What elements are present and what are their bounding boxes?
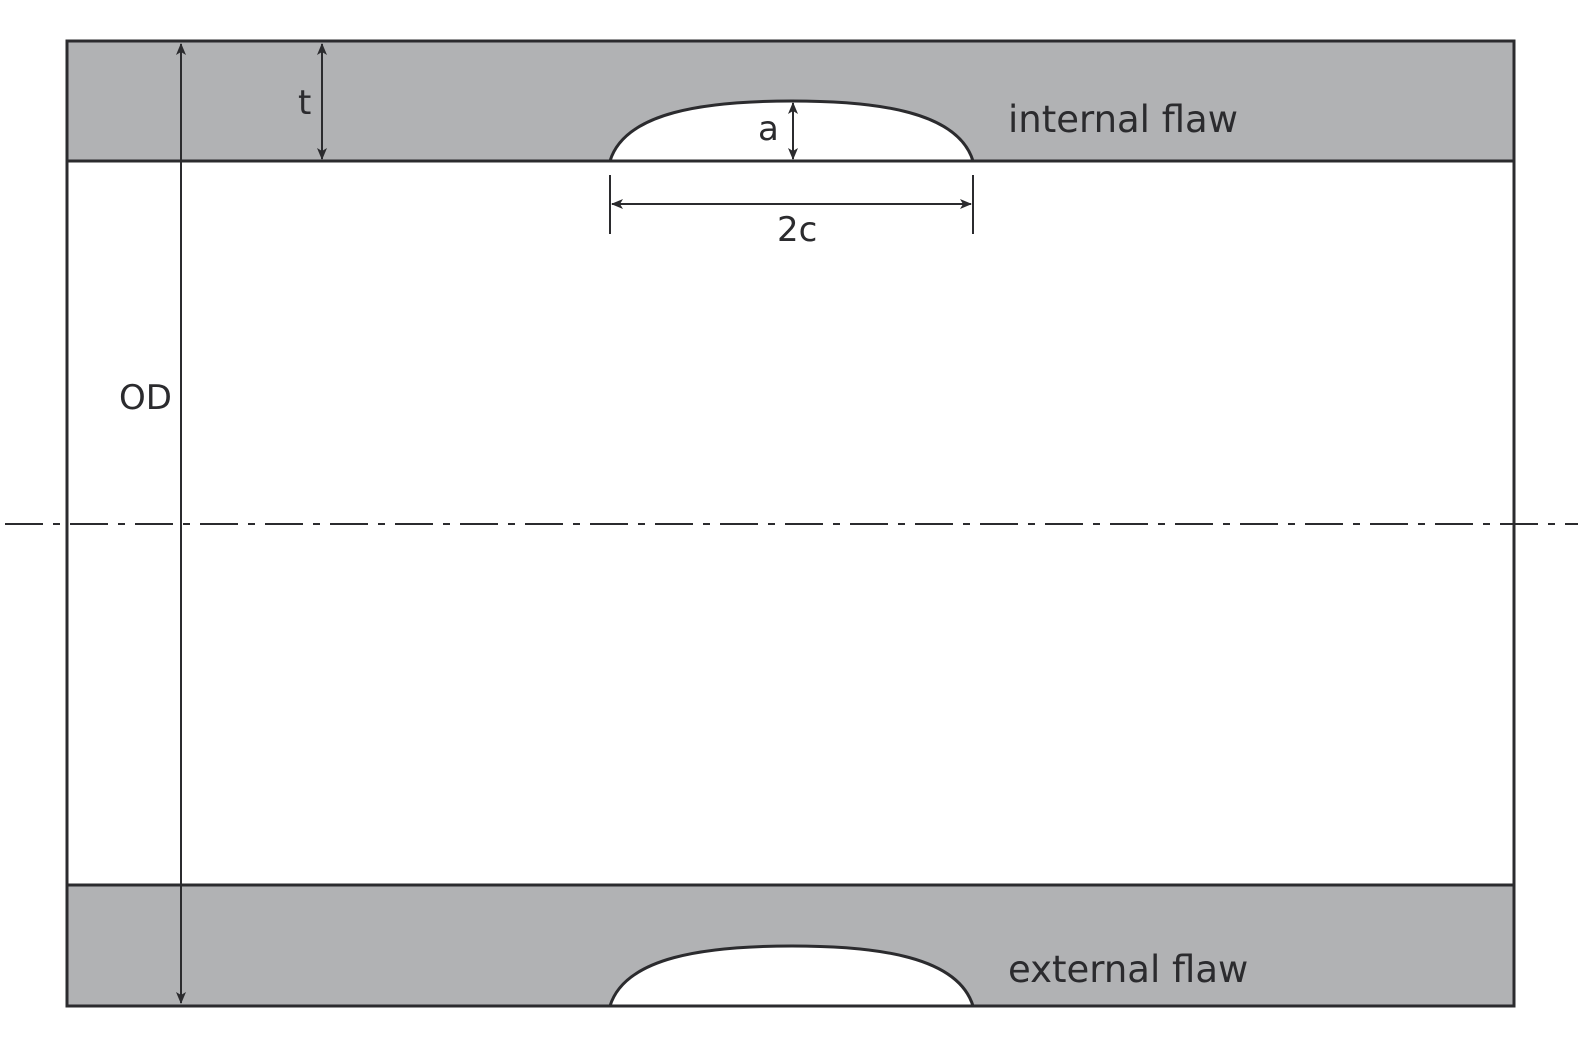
flaw-length-label: 2c bbox=[777, 210, 817, 250]
outer-diameter-label: OD bbox=[119, 378, 172, 418]
flaw-depth-label: a bbox=[758, 109, 779, 149]
thickness-label: t bbox=[298, 83, 311, 123]
internal-flaw-label: internal flaw bbox=[1008, 98, 1238, 141]
external-flaw-shape bbox=[607, 944, 976, 1008]
external-flaw-label: external flaw bbox=[1008, 948, 1248, 991]
